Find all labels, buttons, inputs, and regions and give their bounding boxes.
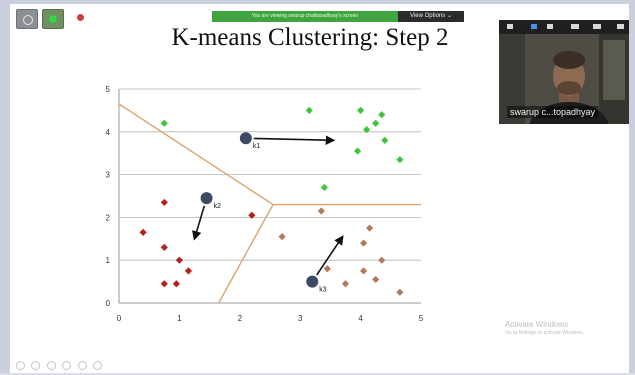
camera-icon[interactable] [531,24,537,29]
minimize-icon[interactable] [507,24,513,29]
data-point [372,119,380,127]
data-point [160,243,168,251]
exit-fullscreen-icon[interactable] [617,24,624,29]
movement-arrow [316,235,344,276]
x-tick-label: 2 [238,314,243,323]
data-point [278,233,286,241]
movement-arrow [192,205,206,241]
x-tick-label: 0 [117,314,122,323]
gallery-view-icon[interactable] [593,24,601,29]
y-tick-label: 2 [106,213,111,222]
data-point [305,106,313,114]
centroid-label: k2 [214,203,222,210]
y-tick-label: 0 [106,299,111,308]
movement-arrow [253,135,336,145]
data-point [172,280,180,288]
centroid-label: k3 [319,287,327,294]
slides-icon[interactable] [62,361,72,370]
more-options-icon[interactable] [93,361,103,370]
slide-title: K-means Clustering: Step 2 [171,24,449,51]
speaker-view-icon[interactable] [571,24,579,29]
centroid-marker [239,132,252,145]
zoom-icon[interactable] [77,361,87,370]
data-point [357,106,365,114]
data-point [360,239,368,247]
x-tick-label: 4 [358,314,363,323]
y-tick-label: 4 [106,128,111,137]
slide-annotation-toolbar [16,357,104,370]
record-indicator-icon [77,14,84,21]
data-point [160,119,168,127]
centroid-label: k1 [253,143,261,150]
data-point [363,126,371,134]
y-tick-label: 3 [106,171,111,180]
cluster-boundary [118,103,421,206]
data-point [378,111,386,119]
watermark-subtitle: Go to Settings to activate Windows. [505,330,584,336]
data-point [160,280,168,288]
windows-activation-watermark: Activate Windows Go to Settings to activ… [505,320,584,337]
data-point [396,288,404,296]
data-point [160,198,168,207]
screen-share-banner: You are viewing swarup chattopadhyay's s… [212,11,398,22]
data-point [396,156,404,164]
y-tick-label: 5 [106,85,111,94]
green-status-icon[interactable] [42,9,64,29]
y-tick-label: 1 [106,256,111,265]
watermark-title: Activate Windows [505,320,569,329]
participant-name: swarup c...topadhyay [507,106,599,118]
view-options-button[interactable]: View Options ⌄ [398,11,464,22]
x-tick-label: 1 [177,314,182,323]
data-point [175,256,183,264]
data-point [341,280,350,288]
next-arrow-icon[interactable] [31,361,41,370]
settings-icon[interactable] [16,9,38,29]
data-point [248,211,256,219]
centroid-marker [200,192,213,205]
video-controls-bar [499,20,629,34]
data-point [381,136,389,144]
cluster-boundary [218,204,274,304]
data-point [139,228,147,236]
data-point [184,267,193,275]
previous-arrow-icon[interactable] [16,361,25,370]
data-point [378,256,386,264]
layout-icon[interactable] [547,24,553,29]
pen-icon[interactable] [46,361,56,370]
data-point [323,265,331,273]
x-tick-label: 3 [298,314,303,323]
data-point [372,275,380,284]
data-point [360,267,368,275]
x-tick-label: 5 [419,314,424,323]
participant-video-tile[interactable]: swarup c...topadhyay [499,20,629,124]
data-point [353,147,362,155]
centroid-marker [306,275,319,288]
participant-video-image [499,34,629,124]
data-point [317,207,325,215]
data-point [320,183,328,192]
data-point [366,224,374,232]
